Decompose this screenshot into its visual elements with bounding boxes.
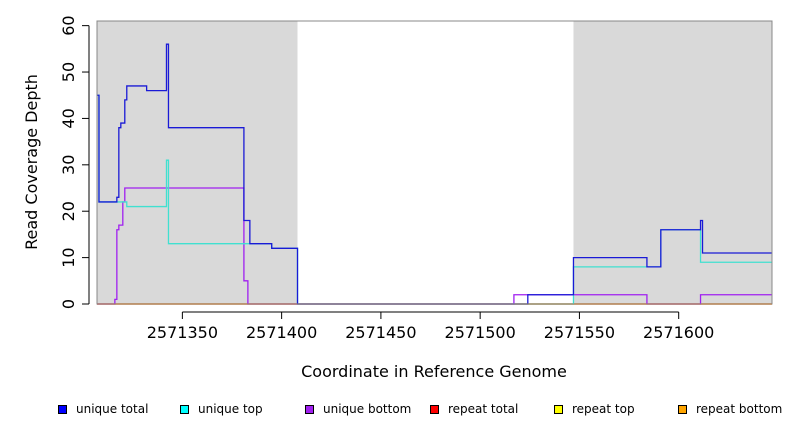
legend-swatch — [430, 404, 439, 414]
x-tick-label: 2571500 — [445, 323, 516, 342]
y-tick-label: 50 — [59, 62, 78, 82]
legend-label: repeat top — [572, 402, 635, 416]
y-tick-label: 10 — [59, 247, 78, 267]
y-tick-label: 20 — [59, 201, 78, 221]
legend-swatch — [58, 404, 67, 414]
x-tick-label: 2571350 — [147, 323, 218, 342]
y-axis: 0 10 20 30 40 50 60 — [59, 15, 90, 309]
x-tick-label: 2571550 — [544, 323, 615, 342]
y-axis-label: Read Coverage Depth — [22, 74, 41, 250]
legend-item-repeat-total: repeat total — [430, 402, 518, 416]
series-line-unique-bottom — [97, 187, 772, 305]
y-tick-label: 40 — [59, 108, 78, 128]
legend-item-unique-top: unique top — [180, 402, 263, 416]
y-tick-label: 0 — [59, 299, 78, 309]
legend-label: unique bottom — [323, 402, 412, 416]
legend-item-repeat-bottom: repeat bottom — [678, 402, 782, 416]
legend-item-unique-bottom: unique bottom — [305, 402, 411, 416]
legend-swatch — [180, 404, 189, 414]
legend-item-unique-total: unique total — [58, 402, 148, 416]
legend-swatch — [678, 404, 687, 414]
legend-item-repeat-top: repeat top — [554, 402, 635, 416]
x-tick-label: 2571400 — [246, 323, 317, 342]
shaded-regions — [97, 21, 772, 304]
y-tick-label: 60 — [59, 15, 78, 35]
shaded-region-1 — [573, 21, 772, 304]
x-tick-label: 2571600 — [643, 323, 714, 342]
legend-label: unique top — [198, 402, 263, 416]
plot-frame — [96, 20, 773, 305]
legend-label: repeat bottom — [696, 402, 783, 416]
series-line-unique-total — [97, 43, 772, 305]
legend-label: repeat total — [448, 402, 519, 416]
legend: unique total unique top unique bottom repea… — [0, 402, 792, 418]
shaded-region-0 — [97, 21, 298, 304]
coverage-chart: 0 10 20 30 40 50 60 2571350 2571400 2571450 25715… — [22, 15, 773, 381]
legend-label: unique total — [76, 402, 149, 416]
y-tick-label: 30 — [59, 155, 78, 175]
x-tick-label: 2571450 — [345, 323, 416, 342]
legend-swatch — [305, 404, 314, 414]
x-axis: 2571350 2571400 2571450 2571500 2571550 25716… — [147, 311, 714, 342]
legend-swatch — [554, 404, 563, 414]
x-axis-label: Coordinate in Reference Genome — [301, 362, 567, 381]
